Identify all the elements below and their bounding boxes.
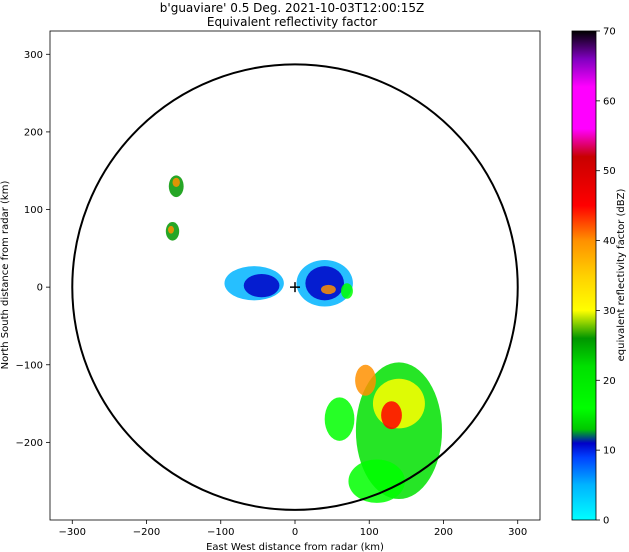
plot-background bbox=[50, 31, 540, 520]
y-tick-label: 300 bbox=[24, 50, 43, 61]
y-axis-label: North South distance from radar (km) bbox=[0, 181, 11, 370]
echo-region bbox=[341, 283, 353, 299]
chart-title: b'guaviare' 0.5 Deg. 2021-10-03T12:00:15… bbox=[160, 1, 424, 15]
x-tick-label: 300 bbox=[508, 527, 527, 538]
colorbar-tick-label: 0 bbox=[603, 516, 609, 527]
colorbar-tick-label: 20 bbox=[603, 376, 616, 387]
colorbar-ticks: 0 10 20 30 40 50 60 70 bbox=[596, 27, 616, 527]
echo-region bbox=[320, 284, 336, 295]
colorbar-tick-label: 40 bbox=[603, 236, 616, 247]
chart-subtitle: Equivalent reflectivity factor bbox=[207, 15, 377, 29]
range-ring bbox=[71, 63, 519, 511]
colorbar-label: equivalent reflectivity factor (dBZ) bbox=[616, 189, 627, 362]
echo-region bbox=[172, 177, 180, 188]
y-tick-label: 100 bbox=[24, 205, 43, 216]
colorbar bbox=[571, 30, 597, 521]
echo-region bbox=[324, 397, 355, 441]
echo-layer bbox=[165, 175, 442, 503]
x-axis-ticks: −300 −200 −100 0 100 200 300 bbox=[59, 520, 527, 538]
echo-region bbox=[168, 225, 174, 234]
colorbar-tick-label: 60 bbox=[603, 96, 616, 107]
colorbar-tick-label: 50 bbox=[603, 166, 616, 177]
y-tick-label: 200 bbox=[24, 127, 43, 138]
plot-area bbox=[49, 30, 541, 521]
x-tick-label: 200 bbox=[434, 527, 453, 538]
colorbar-tick-label: 30 bbox=[603, 306, 616, 317]
y-axis-ticks: −200 −100 0 100 200 300 bbox=[16, 50, 50, 449]
echo-region bbox=[381, 401, 402, 430]
x-tick-label: 100 bbox=[360, 527, 379, 538]
x-tick-label: −100 bbox=[207, 527, 234, 538]
y-tick-label: −100 bbox=[16, 360, 43, 371]
x-tick-label: −300 bbox=[59, 527, 86, 538]
x-tick-label: 0 bbox=[292, 527, 298, 538]
y-tick-label: −200 bbox=[16, 438, 43, 449]
radar-location-marker bbox=[290, 282, 300, 293]
echo-region bbox=[355, 364, 376, 396]
y-tick-label: 0 bbox=[37, 283, 43, 294]
colorbar-tick-label: 10 bbox=[603, 446, 616, 457]
x-axis-label: East West distance from radar (km) bbox=[206, 542, 384, 552]
echo-region bbox=[243, 273, 280, 298]
echo-region bbox=[305, 266, 344, 301]
x-tick-label: −200 bbox=[133, 527, 160, 538]
echo-region bbox=[348, 459, 405, 503]
colorbar-tick-label: 70 bbox=[603, 27, 616, 38]
